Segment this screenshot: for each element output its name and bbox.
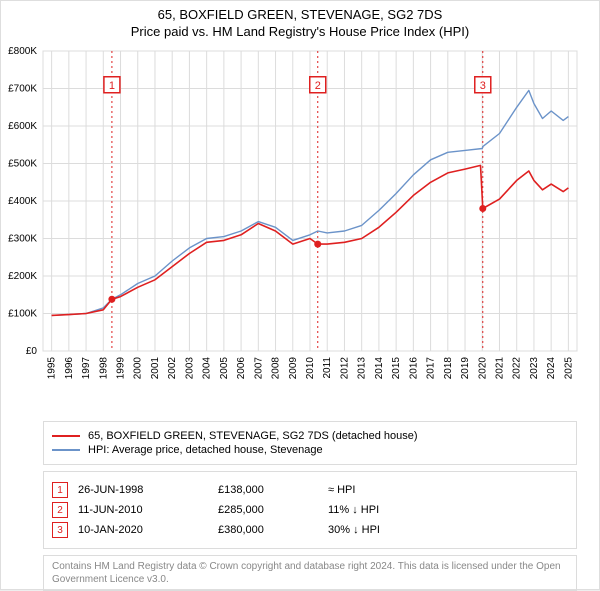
x-tick-label: 2015 bbox=[391, 357, 402, 380]
x-tick-label: 2008 bbox=[271, 357, 282, 380]
legend-swatch bbox=[52, 449, 80, 451]
sale-date: 10-JAN-2020 bbox=[78, 524, 208, 536]
x-tick-label: 2020 bbox=[477, 357, 488, 380]
sale-price: £138,000 bbox=[218, 484, 318, 496]
sale-relation: ≈ HPI bbox=[328, 484, 568, 496]
sales-row: 2 11-JUN-2010 £285,000 11% ↓ HPI bbox=[52, 502, 568, 518]
attribution: Contains HM Land Registry data © Crown c… bbox=[43, 555, 577, 591]
sale-relation: 30% ↓ HPI bbox=[328, 524, 568, 536]
sale-date: 26-JUN-1998 bbox=[78, 484, 208, 496]
y-tick-label: £500K bbox=[8, 159, 37, 170]
sales-row: 3 10-JAN-2020 £380,000 30% ↓ HPI bbox=[52, 522, 568, 538]
x-tick-label: 2004 bbox=[202, 357, 213, 380]
x-tick-label: 2019 bbox=[460, 357, 471, 380]
sale-price: £380,000 bbox=[218, 524, 318, 536]
y-tick-label: £300K bbox=[8, 234, 37, 245]
x-tick-label: 2001 bbox=[150, 357, 161, 380]
x-tick-label: 2012 bbox=[339, 357, 350, 380]
x-tick-label: 2023 bbox=[529, 357, 540, 380]
sale-index-box: 3 bbox=[52, 522, 68, 538]
x-tick-label: 2009 bbox=[288, 357, 299, 380]
legend: 65, BOXFIELD GREEN, STEVENAGE, SG2 7DS (… bbox=[43, 421, 577, 465]
x-tick-label: 2011 bbox=[322, 357, 333, 379]
legend-label: HPI: Average price, detached house, Stev… bbox=[88, 444, 323, 456]
marker-dot bbox=[314, 241, 321, 248]
legend-swatch bbox=[52, 435, 80, 437]
x-tick-label: 1997 bbox=[81, 357, 92, 380]
sale-index-box: 2 bbox=[52, 502, 68, 518]
x-tick-label: 2017 bbox=[426, 357, 437, 380]
x-tick-label: 2022 bbox=[512, 357, 523, 380]
y-tick-label: £800K bbox=[8, 46, 37, 57]
y-tick-label: £0 bbox=[26, 346, 38, 357]
marker-dot bbox=[108, 296, 115, 303]
x-tick-label: 2003 bbox=[184, 357, 195, 380]
x-tick-label: 2018 bbox=[443, 357, 454, 380]
x-tick-label: 2007 bbox=[253, 357, 264, 380]
x-tick-label: 2002 bbox=[167, 357, 178, 380]
y-tick-label: £100K bbox=[8, 309, 37, 320]
y-tick-label: £600K bbox=[8, 121, 37, 132]
x-tick-label: 2014 bbox=[374, 357, 385, 380]
legend-row: HPI: Average price, detached house, Stev… bbox=[52, 444, 568, 456]
sale-relation: 11% ↓ HPI bbox=[328, 504, 568, 516]
legend-row: 65, BOXFIELD GREEN, STEVENAGE, SG2 7DS (… bbox=[52, 430, 568, 442]
legend-label: 65, BOXFIELD GREEN, STEVENAGE, SG2 7DS (… bbox=[88, 430, 418, 442]
x-tick-label: 1995 bbox=[47, 357, 58, 380]
x-tick-label: 1996 bbox=[64, 357, 75, 380]
y-tick-label: £700K bbox=[8, 84, 37, 95]
marker-number: 3 bbox=[480, 80, 486, 92]
sales-table: 1 26-JUN-1998 £138,000 ≈ HPI 2 11-JUN-2010 £28… bbox=[43, 471, 577, 549]
x-tick-label: 2006 bbox=[236, 357, 247, 380]
x-tick-label: 2013 bbox=[357, 357, 368, 380]
x-tick-label: 2010 bbox=[305, 357, 316, 380]
x-tick-label: 1999 bbox=[116, 357, 127, 380]
chart-area: £0 £100K £200K £300K £400K £500K £600K £700K £80… bbox=[1, 43, 599, 413]
subtitle: Price paid vs. HM Land Registry's House … bbox=[1, 24, 599, 39]
x-tick-label: 2024 bbox=[546, 357, 557, 380]
x-tick-label: 2016 bbox=[408, 357, 419, 380]
y-tick-label: £200K bbox=[8, 271, 37, 282]
x-tick-label: 2000 bbox=[133, 357, 144, 380]
x-tick-label: 2025 bbox=[563, 357, 574, 380]
marker-number: 1 bbox=[109, 80, 115, 92]
sale-price: £285,000 bbox=[218, 504, 318, 516]
title-block: 65, BOXFIELD GREEN, STEVENAGE, SG2 7DS P… bbox=[1, 1, 599, 43]
x-tick-label: 2005 bbox=[219, 357, 230, 380]
marker-number: 2 bbox=[315, 80, 321, 92]
sales-row: 1 26-JUN-1998 £138,000 ≈ HPI bbox=[52, 482, 568, 498]
address-title: 65, BOXFIELD GREEN, STEVENAGE, SG2 7DS bbox=[1, 7, 599, 22]
x-tick-label: 2021 bbox=[494, 357, 505, 380]
chart-container: 65, BOXFIELD GREEN, STEVENAGE, SG2 7DS P… bbox=[0, 0, 600, 590]
sale-date: 11-JUN-2010 bbox=[78, 504, 208, 516]
y-tick-label: £400K bbox=[8, 196, 37, 207]
chart-svg: £0 £100K £200K £300K £400K £500K £600K £700K £80… bbox=[1, 43, 600, 413]
marker-dot bbox=[479, 205, 486, 212]
sale-index-box: 1 bbox=[52, 482, 68, 498]
x-tick-label: 1998 bbox=[98, 357, 109, 380]
